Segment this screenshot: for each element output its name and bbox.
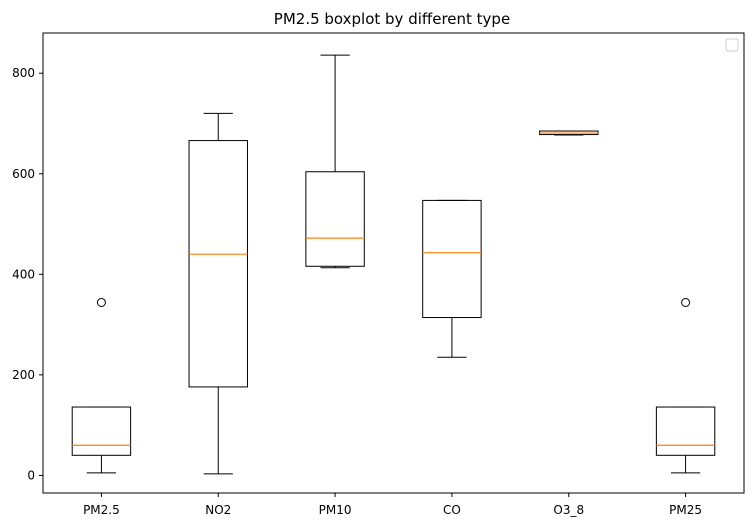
x-tick-label: PM10	[319, 503, 352, 517]
x-tick-label: PM2.5	[83, 503, 120, 517]
box-pm25	[655, 406, 716, 456]
box-no2	[188, 140, 248, 388]
y-tick-label: 800	[12, 66, 35, 80]
flier-point	[681, 297, 691, 307]
box-pm2-5	[71, 406, 132, 456]
y-tick-label: 200	[12, 368, 35, 382]
x-tick-label: PM25	[669, 503, 702, 517]
plot-area: 0 200 400 600 800 PM2.5 NO2 PM10 CO O3_8 PM25	[12, 32, 745, 517]
chart-title: PM2.5 boxplot by different type	[274, 10, 510, 28]
x-tick-label: O3_8	[553, 503, 584, 517]
x-tick-label: CO	[443, 503, 461, 517]
flier-point	[96, 297, 106, 307]
axes-frame	[42, 32, 745, 494]
y-tick-label: 600	[12, 167, 35, 181]
box-co	[422, 199, 482, 319]
y-tick-label: 400	[12, 267, 35, 281]
y-tick-label: 0	[27, 468, 35, 482]
box-pm10	[305, 171, 365, 267]
legend-box	[725, 38, 739, 52]
x-tick-label: NO2	[205, 503, 231, 517]
